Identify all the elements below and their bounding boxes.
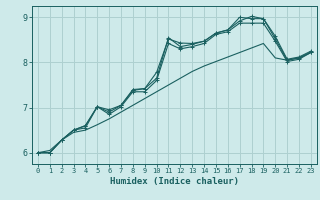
X-axis label: Humidex (Indice chaleur): Humidex (Indice chaleur) (110, 177, 239, 186)
